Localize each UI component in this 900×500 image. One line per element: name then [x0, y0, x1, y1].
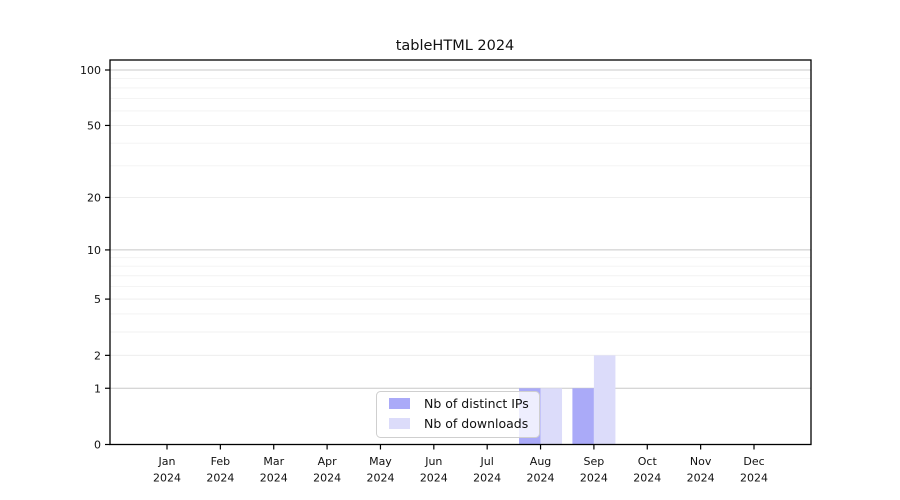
legend-box: [376, 391, 540, 438]
x-tick-label: Jun 2024: [420, 455, 448, 485]
plot-frame: [109, 59, 812, 446]
x-tick-label: Nov 2024: [687, 455, 715, 485]
bar-downloads-aug-2024: [540, 388, 563, 445]
y-tick-label: 0: [94, 439, 101, 452]
legend-label: Nb of distinct IPs: [424, 396, 529, 411]
x-tick-label: Sep 2024: [580, 455, 608, 485]
y-tick-label: 100: [80, 64, 101, 77]
y-tick-label: 1: [94, 382, 101, 395]
x-tick-label: Jul 2024: [473, 455, 501, 485]
legend: Nb of distinct IPs Nb of downloads: [376, 391, 540, 438]
chart-title: tableHTML 2024: [396, 38, 515, 54]
y-tick-label: 20: [87, 191, 101, 204]
legend-label: Nb of downloads: [424, 416, 528, 431]
y-tick-label: 2: [94, 349, 101, 362]
x-tick-label: Feb 2024: [206, 455, 234, 485]
y-tick-label: 5: [94, 293, 101, 306]
x-tick-label: Apr 2024: [313, 455, 341, 485]
y-tick-label: 10: [87, 244, 101, 257]
gridlines-group: [110, 69, 811, 389]
x-tick-label: Dec 2024: [740, 455, 768, 485]
x-tick-label: Mar 2024: [260, 455, 288, 485]
legend-swatch-downloads: [389, 418, 410, 429]
x-tick-label: May 2024: [366, 455, 394, 485]
x-tick-label: Aug 2024: [527, 455, 555, 485]
x-tick-label: Oct 2024: [633, 455, 661, 485]
axis-ticks-group: 0 1 2 5 10 20 50 100 Jan 2024 Feb 2024 Mar 2024 Apr 202…: [80, 64, 768, 485]
x-tick-label: Jan 2024: [153, 455, 181, 485]
legend-swatch-distinct-ips: [389, 398, 410, 409]
bar-distinct-ips-sep-2024: [572, 388, 594, 445]
y-tick-label: 50: [87, 119, 101, 132]
bar-downloads-sep-2024: [593, 355, 616, 445]
